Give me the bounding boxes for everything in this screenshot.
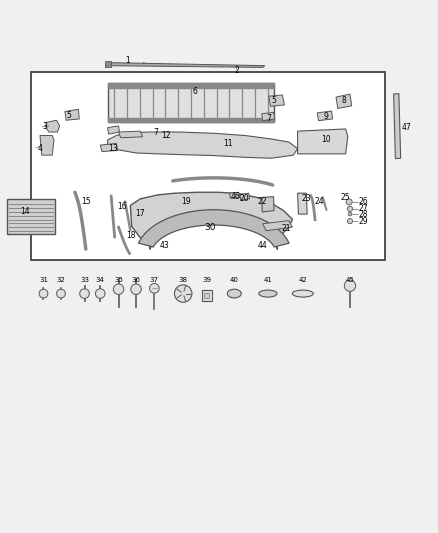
- Text: 19: 19: [181, 197, 191, 206]
- Text: 44: 44: [258, 241, 268, 250]
- Polygon shape: [108, 126, 120, 134]
- Bar: [201, 290, 212, 301]
- Text: 38: 38: [179, 278, 188, 284]
- Text: 4: 4: [38, 144, 42, 153]
- Polygon shape: [336, 94, 352, 108]
- Polygon shape: [394, 94, 401, 159]
- Polygon shape: [317, 111, 332, 120]
- Text: 21: 21: [281, 223, 290, 232]
- Text: 20: 20: [240, 195, 249, 203]
- Polygon shape: [297, 193, 307, 214]
- Text: 37: 37: [150, 278, 159, 284]
- Text: 18: 18: [126, 231, 135, 240]
- Circle shape: [347, 206, 353, 212]
- Text: 23: 23: [301, 195, 311, 203]
- Ellipse shape: [227, 289, 241, 298]
- Circle shape: [344, 280, 356, 292]
- Text: 9: 9: [324, 112, 328, 121]
- Polygon shape: [138, 210, 289, 247]
- Text: 7: 7: [153, 127, 158, 136]
- Text: 29: 29: [359, 216, 368, 225]
- Circle shape: [348, 212, 352, 216]
- Text: 5: 5: [66, 111, 71, 120]
- Text: 15: 15: [81, 197, 91, 206]
- Text: 31: 31: [39, 278, 48, 284]
- Polygon shape: [297, 129, 348, 154]
- Text: 24: 24: [314, 197, 324, 206]
- Circle shape: [347, 219, 353, 224]
- Bar: [31, 72, 385, 260]
- Text: 8: 8: [341, 96, 346, 105]
- Text: 11: 11: [223, 139, 233, 148]
- Text: 7: 7: [267, 114, 272, 123]
- Text: 3: 3: [42, 122, 47, 131]
- Text: 16: 16: [117, 202, 127, 211]
- Polygon shape: [262, 112, 275, 120]
- Text: 2: 2: [234, 66, 239, 75]
- Text: 26: 26: [359, 197, 368, 206]
- Text: 39: 39: [202, 278, 211, 284]
- Polygon shape: [106, 61, 111, 67]
- Text: 42: 42: [298, 278, 307, 284]
- Text: 14: 14: [20, 207, 29, 216]
- Circle shape: [80, 289, 89, 298]
- Circle shape: [150, 284, 159, 293]
- Polygon shape: [108, 118, 274, 123]
- Polygon shape: [108, 83, 274, 88]
- Polygon shape: [40, 135, 54, 155]
- Circle shape: [131, 284, 141, 294]
- Polygon shape: [108, 132, 297, 158]
- Polygon shape: [106, 62, 265, 67]
- Text: 22: 22: [258, 197, 268, 206]
- Polygon shape: [240, 193, 250, 200]
- Text: 10: 10: [321, 135, 331, 144]
- Ellipse shape: [292, 290, 313, 297]
- Text: 43: 43: [159, 241, 170, 250]
- Polygon shape: [230, 192, 240, 198]
- Text: 17: 17: [135, 209, 145, 218]
- Text: 28: 28: [359, 209, 368, 219]
- Text: 36: 36: [131, 278, 141, 284]
- Bar: [204, 293, 209, 298]
- Text: 30: 30: [205, 223, 216, 232]
- Text: 27: 27: [359, 204, 368, 213]
- Text: 45: 45: [346, 278, 354, 284]
- Text: 13: 13: [109, 144, 118, 153]
- Text: 32: 32: [57, 278, 65, 284]
- Circle shape: [95, 289, 105, 298]
- Polygon shape: [100, 143, 118, 152]
- Text: 46: 46: [231, 192, 240, 201]
- Text: 41: 41: [264, 278, 272, 284]
- Circle shape: [174, 285, 192, 302]
- Text: 35: 35: [114, 278, 123, 284]
- Circle shape: [346, 199, 352, 205]
- Polygon shape: [65, 109, 79, 120]
- Text: 25: 25: [341, 193, 350, 202]
- Circle shape: [57, 289, 65, 298]
- Text: 12: 12: [161, 131, 170, 140]
- Polygon shape: [131, 192, 292, 249]
- Text: 6: 6: [193, 87, 198, 96]
- Circle shape: [113, 284, 124, 294]
- Text: 47: 47: [402, 123, 412, 132]
- Polygon shape: [263, 221, 292, 231]
- Text: 34: 34: [96, 278, 105, 284]
- Text: 40: 40: [230, 278, 239, 284]
- Ellipse shape: [259, 290, 277, 297]
- Text: 1: 1: [125, 56, 130, 65]
- Polygon shape: [119, 131, 143, 138]
- Polygon shape: [46, 120, 60, 132]
- Circle shape: [39, 289, 48, 298]
- Polygon shape: [262, 197, 274, 212]
- Bar: [108, 83, 274, 123]
- Bar: [7, 199, 55, 234]
- Text: 33: 33: [80, 278, 89, 284]
- Polygon shape: [269, 95, 285, 106]
- Text: 5: 5: [271, 96, 276, 105]
